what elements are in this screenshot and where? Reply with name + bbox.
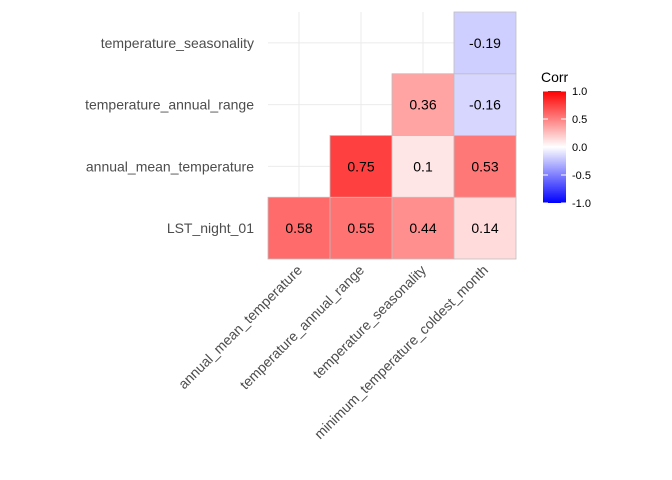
cell-value-label: 0.75 xyxy=(347,158,374,174)
cell-value-label: 0.55 xyxy=(347,220,374,236)
heatmap-cell xyxy=(453,196,517,260)
cell-value-label: 0.44 xyxy=(409,220,436,236)
heatmap-cell xyxy=(267,196,331,260)
heatmap-cell xyxy=(391,73,455,136)
cell-value-label: -0.19 xyxy=(469,35,501,51)
cell-value-label: 0.58 xyxy=(285,220,312,236)
cell-value-label: 0.1 xyxy=(413,158,433,174)
cell-value-label: 0.36 xyxy=(409,97,436,113)
heatmap-cell xyxy=(453,11,517,75)
y-tick-label: temperature_seasonality xyxy=(101,35,254,51)
legend-tick-label: -0.5 xyxy=(572,170,591,182)
cell-value-labels: 0.58 0.55 0.44 0.14 0.75 0.1 0.53 0.36 -0.16 -0.1… xyxy=(285,35,501,236)
legend-tick-label: 1.0 xyxy=(572,86,587,98)
color-legend: Corr 1.0 0.5 0.0 -0.5 -1.0 xyxy=(541,69,591,210)
heatmap-cell xyxy=(329,196,393,260)
x-tick-label: temperature_annual_range xyxy=(236,262,367,393)
y-tick-label: temperature_annual_range xyxy=(85,97,254,113)
x-axis-tick-labels: annual_mean_temperaturetemperature_annua… xyxy=(175,262,491,442)
cell-value-label: 0.53 xyxy=(471,158,498,174)
legend-colorbar xyxy=(543,91,566,203)
y-tick-label: LST_night_01 xyxy=(167,220,254,236)
legend-tick-label: 0.0 xyxy=(572,142,587,154)
legend-title: Corr xyxy=(541,69,569,85)
heatmap-cells xyxy=(267,11,517,260)
y-tick-label: annual_mean_temperature xyxy=(86,158,254,174)
legend-tick-label: 0.5 xyxy=(572,114,587,126)
x-tick-label: annual_mean_temperature xyxy=(175,262,305,392)
y-axis-tick-labels: LST_night_01 annual_mean_temperature tempe… xyxy=(85,35,254,236)
x-tick-label: temperature_seasonality xyxy=(309,262,429,382)
cell-value-label: -0.16 xyxy=(469,97,501,113)
heatmap-cell xyxy=(453,73,517,136)
cell-value-label: 0.14 xyxy=(471,220,498,236)
legend-tick-label: -1.0 xyxy=(572,198,591,210)
